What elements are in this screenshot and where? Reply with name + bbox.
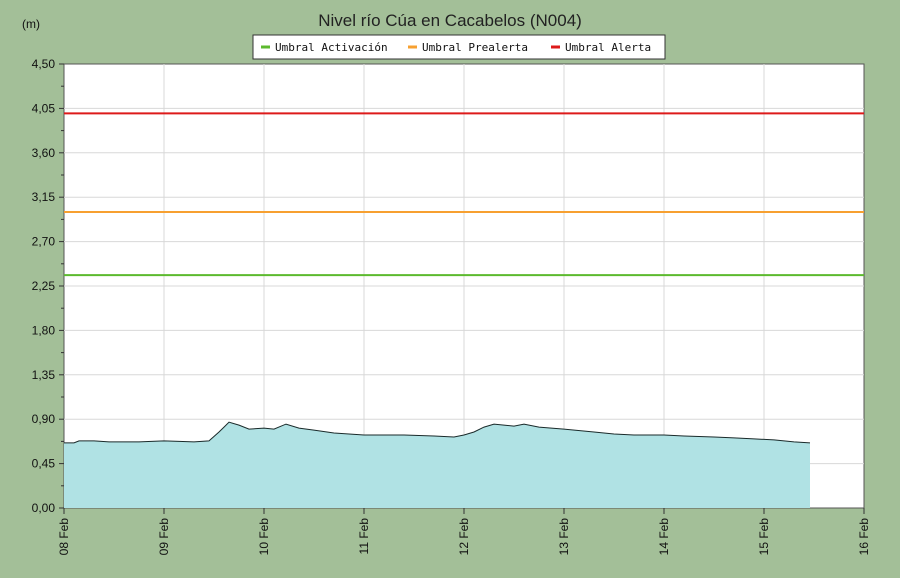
x-tick-label: 13 Feb	[557, 518, 571, 556]
y-tick-label: 3,15	[32, 190, 56, 204]
x-tick-label: 10 Feb	[257, 518, 271, 556]
y-tick-label: 4,05	[32, 101, 56, 115]
legend: Umbral Activación Umbral Prealerta Umbral …	[252, 34, 666, 60]
x-tick-label: 15 Feb	[757, 518, 771, 556]
y-axis-unit-label: (m)	[22, 17, 40, 31]
y-tick-label: 2,70	[32, 235, 56, 249]
y-tick-label: 1,80	[32, 323, 56, 337]
legend-label-3: Umbral Alerta	[565, 41, 651, 54]
level-area	[64, 422, 810, 508]
chart-title: Nivel río Cúa en Cacabelos (N004)	[318, 11, 582, 30]
x-tick-label: 12 Feb	[457, 518, 471, 556]
y-tick-label: 4,50	[32, 57, 56, 71]
legend-box	[252, 34, 666, 60]
legend-label-1: Umbral Activación	[275, 41, 388, 54]
x-tick-label: 11 Feb	[357, 518, 371, 555]
level-series	[64, 421, 811, 508]
y-tick-label: 1,35	[32, 368, 56, 382]
level-line	[64, 421, 811, 444]
x-tick-label: 14 Feb	[657, 518, 671, 556]
x-tick-label: 16 Feb	[857, 518, 871, 556]
x-tick-label: 08 Feb	[57, 518, 71, 556]
y-tick-label: 3,60	[32, 146, 56, 160]
x-tick-label: 09 Feb	[157, 518, 171, 556]
y-tick-label: 0,45	[32, 457, 56, 471]
y-tick-label: 0,00	[32, 501, 56, 515]
threshold-lines	[64, 112, 864, 277]
axes: 0,00 0,45 0,90 1,35 1,80 2,25 2,70 3,15 3,60 4,05…	[32, 57, 871, 555]
legend-label-2: Umbral Prealerta	[422, 41, 528, 54]
y-tick-label: 2,25	[32, 279, 56, 293]
y-tick-label: 0,90	[32, 412, 56, 426]
